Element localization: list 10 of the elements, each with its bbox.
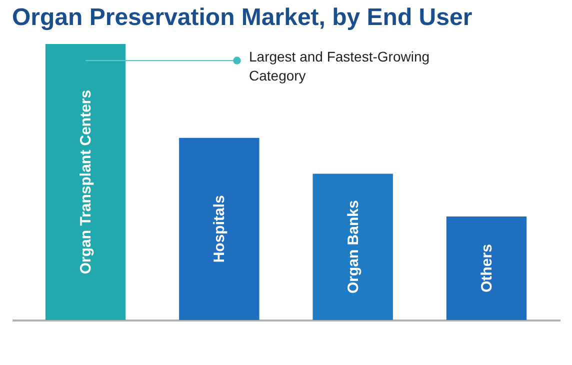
x-tick-label: Organ Banks	[344, 200, 362, 294]
bar	[179, 138, 260, 320]
bar	[446, 216, 527, 320]
annotation: Largest and Fastest-Growing Category	[249, 48, 430, 84]
bar	[45, 44, 126, 320]
bar	[312, 174, 393, 320]
x-tick-label: Others	[478, 244, 496, 292]
chart-title: Organ Preservation Market, by End User	[12, 4, 472, 31]
x-tick-label: Organ Transplant Centers	[78, 90, 95, 274]
x-tick-label: Hospitals	[211, 195, 228, 263]
